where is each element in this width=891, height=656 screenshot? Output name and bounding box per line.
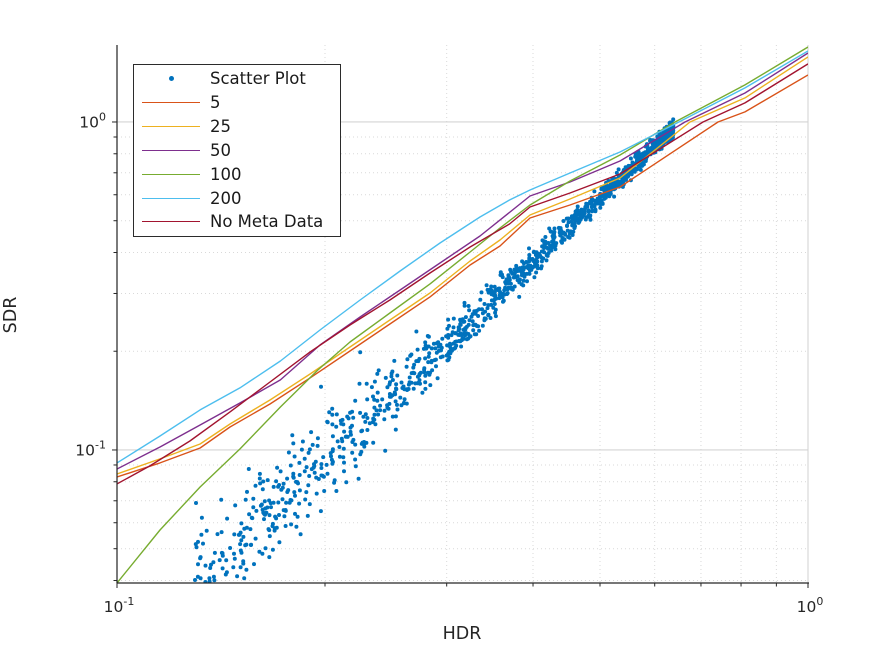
legend-label: 5: [210, 93, 221, 113]
legend-line-swatch: [141, 102, 201, 104]
curve-200: [117, 50, 808, 464]
curve-5: [117, 74, 808, 478]
legend-item-5[interactable]: 5: [134, 92, 340, 114]
y-axis-label: SDR: [1, 296, 21, 334]
scatter-marker-icon: [168, 76, 174, 82]
legend-label: 50: [210, 140, 231, 160]
legend-line-swatch: [141, 173, 201, 175]
curve-no-meta-data: [117, 63, 808, 485]
curve-100: [117, 46, 808, 583]
scatter-points: [192, 117, 676, 583]
legend-item-200[interactable]: 200: [134, 187, 340, 209]
x-axis-label: HDR: [442, 624, 482, 644]
legend-marker-swatch: [141, 76, 201, 82]
legend-item-100[interactable]: 100: [134, 163, 340, 185]
legend[interactable]: Scatter Plot 5 25 50 100 200 No Meta Data: [133, 64, 341, 237]
legend-line-swatch: [141, 221, 201, 223]
x-tick-label-10e0: 100: [797, 595, 824, 616]
legend-line-swatch: [141, 149, 201, 151]
legend-label: 200: [210, 188, 242, 208]
y-tick-label-10e-1: 10-1: [75, 438, 106, 459]
curve-50: [117, 52, 808, 470]
legend-label: 25: [210, 117, 231, 137]
y-tick-label-10e0: 100: [79, 110, 106, 131]
legend-label: No Meta Data: [210, 212, 324, 232]
legend-item-25[interactable]: 25: [134, 116, 340, 138]
legend-line-swatch: [141, 126, 201, 128]
legend-label: Scatter Plot: [210, 69, 306, 89]
legend-line-swatch: [141, 197, 201, 199]
legend-item-50[interactable]: 50: [134, 139, 340, 161]
legend-item-no-meta-data[interactable]: No Meta Data: [134, 211, 340, 233]
line-sample-icon: [142, 102, 200, 104]
line-sample-icon: [142, 149, 200, 151]
legend-item-scatter-plot[interactable]: Scatter Plot: [134, 68, 340, 90]
legend-label: 100: [210, 164, 242, 184]
line-sample-icon: [142, 126, 200, 128]
axes: 10-1 100 10-1 100: [75, 45, 823, 616]
line-sample-icon: [142, 173, 200, 175]
x-tick-label-10e-1: 10-1: [104, 595, 135, 616]
line-sample-icon: [142, 197, 200, 199]
line-sample-icon: [142, 221, 200, 223]
plot-area: [117, 46, 808, 583]
